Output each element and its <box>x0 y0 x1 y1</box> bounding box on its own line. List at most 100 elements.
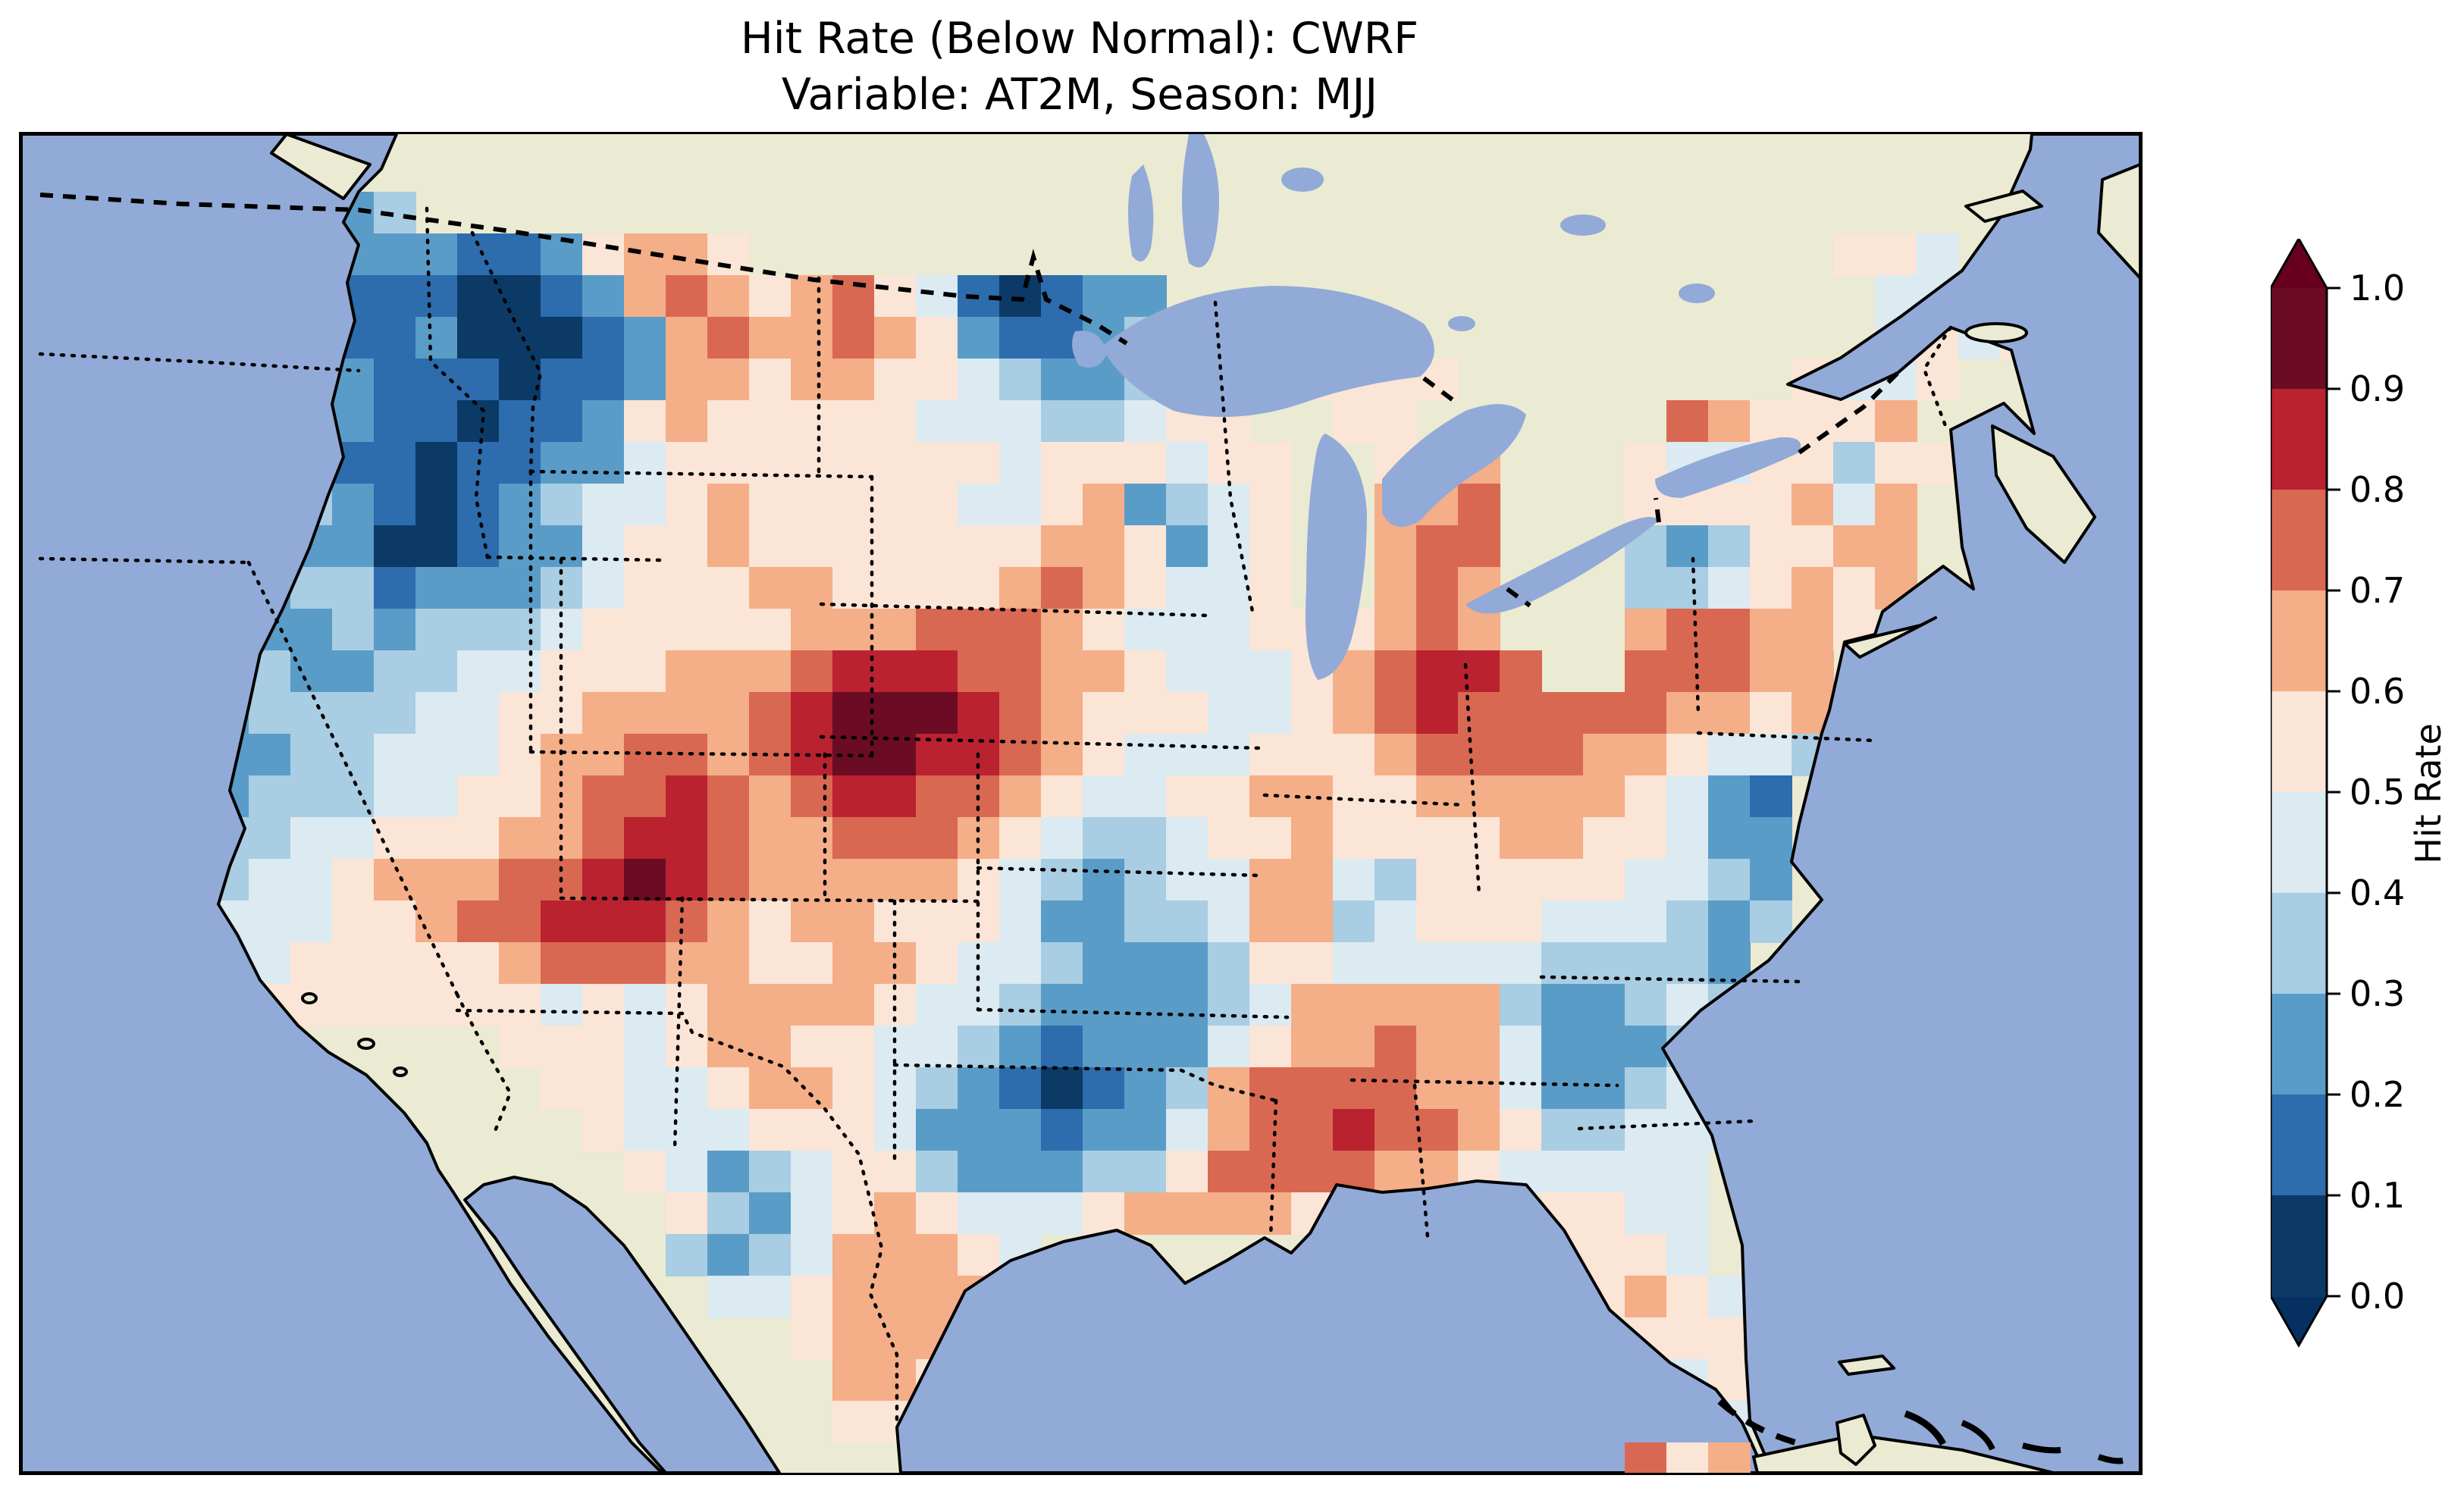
hit-rate-cell <box>1583 1151 1625 1193</box>
hit-rate-cell <box>624 609 666 651</box>
hit-rate-cell <box>1124 1151 1167 1193</box>
state-border-wy-box <box>528 469 874 758</box>
colorbar-over-arrow <box>2271 239 2327 288</box>
hit-rate-cell <box>749 1067 792 1110</box>
hit-rate-cell <box>1416 525 1459 568</box>
hit-rate-cell <box>874 1192 917 1235</box>
hit-rate-cell <box>1083 1067 1125 1110</box>
hit-rate-cell <box>999 400 1042 443</box>
hit-rate-cell <box>707 1151 750 1193</box>
hit-rate-cell <box>791 525 833 568</box>
hit-rate-cell <box>1416 650 1459 693</box>
hit-rate-cell <box>791 900 833 943</box>
hit-rate-cell <box>1666 859 1709 901</box>
hit-rate-cell <box>624 942 666 985</box>
hit-rate-cell <box>666 859 708 901</box>
hit-rate-cell <box>1583 1026 1625 1068</box>
state-border-mt-wy <box>528 469 874 479</box>
hit-rate-cell <box>958 400 1000 443</box>
hit-rate-cell <box>999 817 1042 860</box>
hit-rate-cell <box>1249 1109 1292 1151</box>
hit-rate-cell <box>666 650 708 693</box>
hit-rate-cell <box>249 692 291 734</box>
hit-rate-cell <box>749 609 792 651</box>
hit-rate-cell <box>1541 859 1584 901</box>
hit-rate-cell <box>1375 942 1417 985</box>
hit-rate-cell <box>374 275 416 318</box>
hit-rate-cell <box>290 775 333 818</box>
hit-rate-cell <box>374 192 416 234</box>
hit-rate-cell <box>1291 734 1334 776</box>
hit-rate-cell <box>1583 984 1625 1026</box>
hit-rate-cell <box>958 1067 1000 1110</box>
hit-rate-cell <box>582 1026 625 1068</box>
hit-rate-cell <box>1666 525 1709 568</box>
hit-rate-cell <box>666 692 708 734</box>
hit-rate-cell <box>457 609 500 651</box>
hit-rate-cell <box>749 942 792 985</box>
hit-rate-cell <box>916 317 958 359</box>
hit-rate-cell <box>791 442 833 484</box>
state-border-id-south <box>485 555 664 562</box>
hit-rate-cell <box>707 775 750 818</box>
hit-rate-cell <box>791 317 833 359</box>
hit-rate-cell <box>624 1026 666 1068</box>
hit-rate-cell <box>374 900 416 943</box>
hit-rate-cell <box>832 1109 875 1151</box>
hit-rate-cell <box>1625 1067 1667 1110</box>
colorbar-tick-label: 0.7 <box>2350 570 2405 611</box>
hit-rate-cell <box>290 900 333 943</box>
hit-rate-cell <box>874 525 917 568</box>
hit-rate-cell <box>916 484 958 526</box>
hit-rate-cell <box>707 484 750 526</box>
hit-rate-cell <box>374 567 416 609</box>
hit-rate-cell <box>1500 775 1542 818</box>
hit-rate-cell <box>1208 692 1250 734</box>
hit-rate-cell <box>415 650 458 693</box>
hit-rate-cell <box>1333 817 1375 860</box>
hit-rate-cell <box>1416 984 1459 1026</box>
hit-rate-cell <box>1875 400 1917 443</box>
hit-rate-cell <box>1708 734 1751 776</box>
hit-rate-cell <box>749 775 792 818</box>
hit-rate-cell <box>832 1151 875 1193</box>
hit-rate-cell <box>749 442 792 484</box>
hit-rate-cell <box>499 817 541 860</box>
hit-rate-cell <box>958 1234 1000 1276</box>
hit-rate-cell <box>1041 775 1083 818</box>
hit-rate-cell <box>1124 1109 1167 1151</box>
hit-rate-cell <box>958 359 1000 401</box>
hit-rate-cell <box>1792 609 1834 651</box>
hit-rate-cell <box>666 275 708 318</box>
hit-rate-cell <box>541 400 583 443</box>
hit-rate-cell <box>1208 1109 1250 1151</box>
hit-rate-cell <box>374 233 416 276</box>
grand-bahama <box>1838 1355 1895 1376</box>
hit-rate-cell <box>666 775 708 818</box>
hit-rate-cell <box>1124 984 1167 1026</box>
hit-rate-cell <box>332 942 375 985</box>
hit-rate-cell <box>1166 692 1208 734</box>
hit-rate-cell <box>1249 484 1292 526</box>
hit-rate-cell <box>1041 484 1083 526</box>
hit-rate-cell <box>1083 442 1125 484</box>
hit-rate-cell <box>1166 442 1208 484</box>
hit-rate-cell <box>1833 484 1876 526</box>
hit-rate-cell <box>1875 484 1917 526</box>
hit-rate-cell <box>1208 609 1250 651</box>
hit-rate-cell <box>1500 734 1542 776</box>
hit-rate-cell <box>707 609 750 651</box>
hit-rate-cell <box>1083 775 1125 818</box>
hit-rate-cell <box>332 817 375 860</box>
hit-rate-cell <box>666 1067 708 1110</box>
hit-rate-cell <box>1333 984 1375 1026</box>
hit-rate-cell <box>582 650 625 693</box>
hit-rate-cell <box>1249 609 1292 651</box>
hit-rate-cell <box>374 359 416 401</box>
hit-rate-cell <box>1041 442 1083 484</box>
hit-rate-cell <box>1166 900 1208 943</box>
hit-rate-cell <box>1708 1442 1751 1473</box>
hit-rate-cell <box>1041 859 1083 901</box>
hit-rate-cell <box>999 484 1042 526</box>
hit-rate-cell <box>1416 1026 1459 1068</box>
